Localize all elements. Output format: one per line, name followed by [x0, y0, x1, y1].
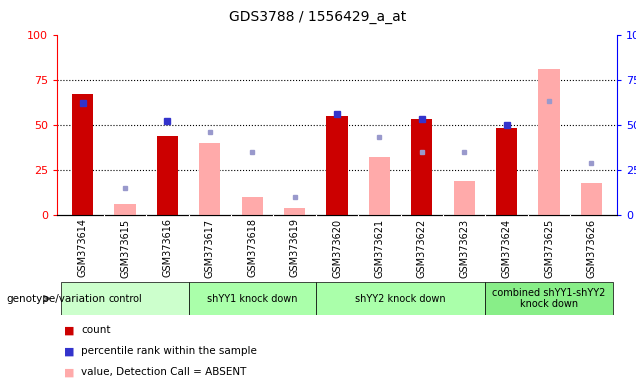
- Bar: [581, 182, 602, 215]
- Text: GSM373617: GSM373617: [205, 218, 215, 278]
- Bar: [369, 157, 390, 215]
- Text: ■: ■: [64, 325, 74, 335]
- Text: value, Detection Call = ABSENT: value, Detection Call = ABSENT: [81, 367, 247, 377]
- Bar: [189, 282, 316, 315]
- Bar: [411, 119, 432, 215]
- Text: ■: ■: [64, 346, 74, 356]
- Bar: [199, 143, 221, 215]
- Bar: [326, 116, 348, 215]
- Text: shYY2 knock down: shYY2 knock down: [356, 293, 446, 304]
- Text: GSM373618: GSM373618: [247, 218, 258, 277]
- Text: GSM373619: GSM373619: [289, 218, 300, 277]
- Text: percentile rank within the sample: percentile rank within the sample: [81, 346, 258, 356]
- Text: GSM373615: GSM373615: [120, 218, 130, 278]
- Bar: [114, 204, 135, 215]
- Text: GSM373624: GSM373624: [502, 218, 512, 278]
- Text: combined shYY1-shYY2
knock down: combined shYY1-shYY2 knock down: [492, 288, 605, 310]
- Bar: [72, 94, 93, 215]
- Text: GSM373623: GSM373623: [459, 218, 469, 278]
- Text: control: control: [108, 293, 142, 304]
- Text: GSM373625: GSM373625: [544, 218, 554, 278]
- Text: count: count: [81, 325, 111, 335]
- Text: ■: ■: [64, 367, 74, 377]
- Text: GSM373626: GSM373626: [586, 218, 597, 278]
- Text: GSM373622: GSM373622: [417, 218, 427, 278]
- Text: GSM373614: GSM373614: [78, 218, 88, 277]
- Text: GSM373621: GSM373621: [375, 218, 385, 278]
- Bar: [62, 282, 189, 315]
- Text: genotype/variation: genotype/variation: [6, 293, 106, 304]
- Bar: [539, 69, 560, 215]
- Bar: [242, 197, 263, 215]
- Bar: [316, 282, 485, 315]
- Bar: [157, 136, 178, 215]
- Text: GSM373616: GSM373616: [162, 218, 172, 277]
- Bar: [496, 128, 517, 215]
- Bar: [453, 181, 475, 215]
- Bar: [485, 282, 612, 315]
- Text: shYY1 knock down: shYY1 knock down: [207, 293, 298, 304]
- Text: GSM373620: GSM373620: [332, 218, 342, 278]
- Text: GDS3788 / 1556429_a_at: GDS3788 / 1556429_a_at: [230, 10, 406, 23]
- Bar: [284, 208, 305, 215]
